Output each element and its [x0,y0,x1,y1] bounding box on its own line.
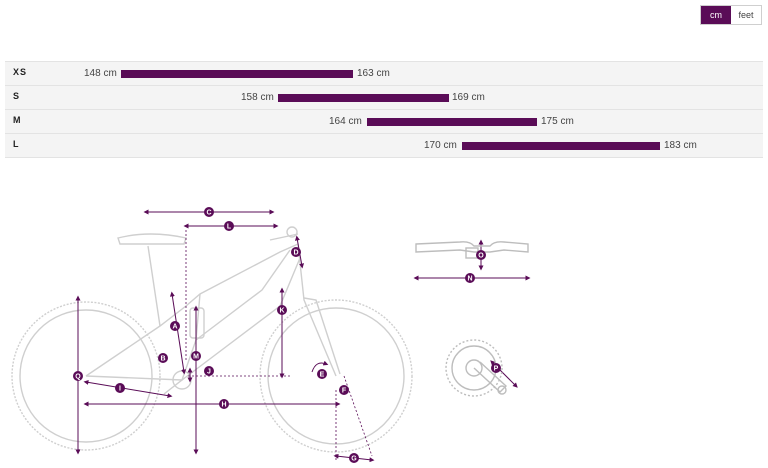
size-max: 183 cm [664,140,697,151]
size-label: M [13,115,22,125]
size-range-bar [462,142,660,150]
size-max: 175 cm [541,116,574,127]
size-label: S [13,91,21,101]
size-max: 169 cm [452,92,485,103]
svg-text:N: N [467,276,472,283]
size-min: 158 cm [241,92,274,103]
svg-text:D: D [293,250,298,257]
unit-cm-button[interactable]: cm [701,6,731,24]
bike-outline [11,226,413,453]
label-e: E [317,369,327,379]
label-f: F [339,385,349,395]
size-label: XS [13,67,28,77]
size-min: 148 cm [84,68,117,79]
size-range-bar [121,70,353,78]
size-row-l: L 170 cm 183 cm [5,133,763,158]
size-range-bar [278,94,449,102]
svg-text:G: G [351,456,357,463]
svg-text:O: O [478,253,484,260]
unit-toggle: cm feet [700,5,762,25]
svg-text:Q: Q [75,374,81,381]
svg-text:F: F [342,388,347,395]
size-max: 163 cm [357,68,390,79]
label-g: G [349,453,359,463]
size-row-s: S 158 cm 169 cm [5,85,763,109]
size-row-m: M 164 cm 175 cm [5,109,763,133]
label-h: H [219,399,229,409]
label-p: P [491,363,501,373]
bike-geometry-diagram: C L D K A B M J Q I H E F G O N P [11,207,531,463]
label-c: C [204,207,214,217]
svg-text:L: L [227,224,232,231]
label-a: A [170,321,180,331]
svg-text:M: M [193,354,199,361]
size-min: 164 cm [329,116,362,127]
label-q: Q [73,371,83,381]
svg-text:A: A [172,324,177,331]
label-d: D [291,247,301,257]
unit-feet-button[interactable]: feet [731,6,761,24]
size-table: XS 148 cm 163 cm S 158 cm 169 cm M 164 c… [5,61,763,158]
label-k: K [277,305,287,315]
geometry-labels: C L D K A B M J Q I H E F G O N P [73,207,501,463]
label-i: I [115,383,125,393]
svg-text:J: J [207,369,211,376]
svg-text:I: I [119,386,121,393]
svg-text:E: E [320,372,325,379]
handlebar-outline [415,241,529,259]
size-range-bar [367,118,537,126]
label-l: L [224,221,234,231]
label-n: N [465,273,475,283]
label-j: J [204,366,214,376]
size-row-xs: XS 148 cm 163 cm [5,61,763,85]
label-b: B [158,353,168,363]
label-o: O [476,250,486,260]
svg-text:P: P [494,366,499,373]
size-label: L [13,139,20,149]
svg-text:C: C [206,210,211,217]
svg-text:B: B [160,356,165,363]
svg-text:K: K [279,308,284,315]
size-min: 170 cm [424,140,457,151]
svg-text:H: H [221,402,226,409]
label-m: M [191,351,201,361]
